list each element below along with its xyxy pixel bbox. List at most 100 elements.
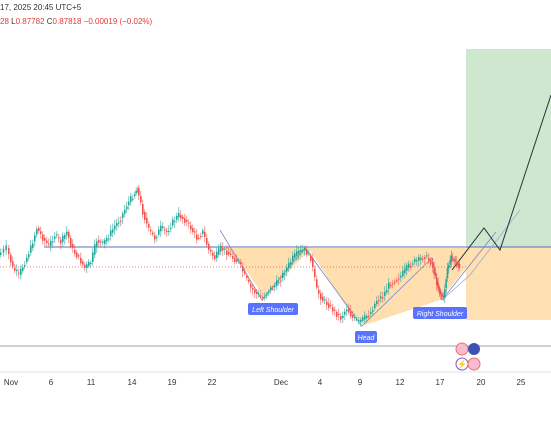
candle-body: [304, 247, 306, 251]
candle-body: [112, 229, 114, 233]
candle-body: [222, 248, 224, 251]
candle-body: [174, 221, 176, 223]
candle-body: [5, 245, 7, 251]
candle-body: [76, 252, 78, 258]
candle-body: [122, 213, 124, 218]
candle-body: [22, 267, 24, 271]
candle-body: [270, 287, 272, 290]
candle-body: [108, 238, 110, 240]
right-shoulder-label[interactable]: Right Shoulder: [413, 307, 467, 319]
candle-body: [30, 245, 32, 253]
candle-body: [158, 229, 160, 235]
event-icon-4[interactable]: [467, 357, 481, 371]
candle-body: [194, 231, 196, 233]
candle-body: [264, 297, 266, 299]
close-label: C: [46, 17, 53, 26]
candle-body: [402, 270, 404, 276]
candle-body: [16, 269, 18, 271]
candle-body: [318, 290, 320, 294]
candle-body: [106, 238, 108, 242]
candle-body: [328, 303, 330, 308]
x-tick-label: Nov: [4, 378, 18, 387]
candle-body: [196, 234, 198, 240]
projection-path[interactable]: [451, 94, 551, 271]
candle-body: [214, 255, 216, 259]
right-shoulder-text: Right Shoulder: [417, 311, 464, 318]
lightning-icon: ⚡: [457, 359, 467, 369]
candle-body: [412, 263, 414, 265]
candle-body: [450, 255, 453, 262]
target-zone[interactable]: [466, 49, 551, 247]
candle-body: [316, 279, 318, 288]
candle-body: [266, 294, 268, 296]
candle-body: [36, 228, 38, 235]
ohlc-prefix: 28: [0, 17, 9, 26]
candle-body: [42, 234, 44, 241]
candle-body: [276, 280, 278, 286]
candle-body: [26, 257, 28, 262]
candle-body: [360, 319, 362, 322]
candle-body: [370, 312, 372, 314]
x-tick-label: 22: [208, 378, 217, 387]
candle-body: [320, 293, 322, 300]
head-label[interactable]: Head: [355, 331, 377, 343]
candle-body: [14, 268, 16, 271]
candle-body: [168, 230, 170, 232]
event-icon-2[interactable]: [468, 343, 480, 355]
candle-body: [410, 266, 412, 267]
candle-body: [288, 262, 290, 268]
candle-body: [68, 232, 70, 238]
candle-body: [324, 299, 326, 301]
stop-zone[interactable]: [466, 247, 551, 320]
candle-body: [236, 259, 238, 262]
candle-body: [40, 231, 42, 235]
candle-body: [280, 280, 282, 282]
candle-body: [340, 316, 342, 320]
candle-body: [186, 220, 188, 222]
candle-body: [262, 296, 264, 298]
candle-body: [54, 236, 56, 239]
candle-body: [348, 308, 350, 313]
candle-body: [200, 236, 202, 237]
candle-body: [70, 238, 72, 247]
candle-body: [94, 244, 96, 255]
candle-body: [82, 261, 84, 265]
candle-body: [152, 232, 154, 235]
candle-body: [396, 280, 398, 281]
candle-body: [60, 239, 62, 244]
candle-body: [252, 288, 254, 290]
candle-body: [160, 225, 162, 232]
candle-body: [302, 250, 304, 252]
candle-body: [418, 257, 420, 261]
candle-body: [192, 228, 194, 232]
candle-body: [18, 272, 20, 274]
candle-body: [210, 250, 212, 252]
candle-body: [154, 235, 156, 240]
candle-body: [330, 305, 332, 306]
candle-body: [232, 256, 234, 259]
candle-body: [226, 250, 228, 255]
head-text: Head: [358, 335, 376, 342]
left-shoulder-label[interactable]: Left Shoulder: [248, 303, 298, 315]
event-icons[interactable]: ⚡: [455, 342, 481, 371]
candle-body: [400, 275, 402, 278]
candle-body: [0, 252, 2, 255]
candle-body: [414, 259, 416, 262]
event-icon-1[interactable]: [455, 342, 469, 356]
candle-body: [84, 264, 86, 268]
candle-body: [268, 291, 270, 293]
candle-body: [244, 271, 246, 274]
candle-body: [62, 235, 64, 242]
candle-body: [148, 224, 150, 228]
candle-body: [20, 268, 22, 275]
candle-body: [342, 315, 344, 318]
candle-body: [212, 252, 214, 256]
candle-body: [140, 196, 142, 203]
candle-body: [322, 296, 324, 301]
candle-body: [440, 292, 442, 295]
candle-body: [272, 288, 274, 290]
candle-body: [254, 290, 256, 294]
candle-body: [80, 258, 82, 264]
candle-body: [374, 303, 376, 308]
